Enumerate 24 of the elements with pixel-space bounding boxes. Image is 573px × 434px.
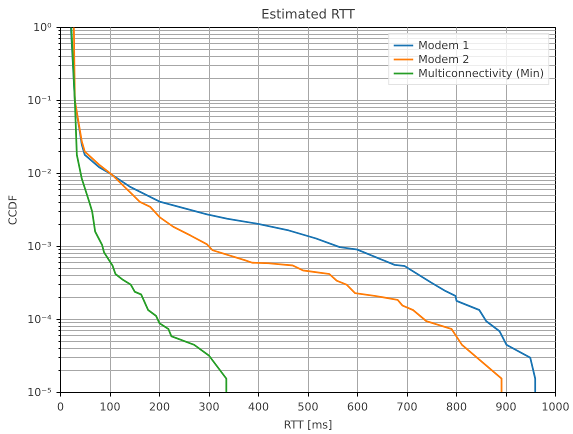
x-tick-label: 700 xyxy=(396,400,418,414)
x-tick-label: 300 xyxy=(198,400,220,414)
x-tick-label: 100 xyxy=(100,400,120,414)
x-tick-label: 200 xyxy=(149,400,170,414)
x-tick-label: 1000 xyxy=(542,400,570,414)
y-tick-label: 10⁻⁴ xyxy=(27,313,52,326)
y-axis-title: CCDF xyxy=(6,194,20,226)
x-tick-label: 400 xyxy=(248,400,269,414)
legend-label: Multiconnectivity (Min) xyxy=(418,66,544,80)
x-axis-title: RTT [ms] xyxy=(284,418,332,432)
x-tick-label: 600 xyxy=(347,400,368,414)
chart-title: Estimated RTT xyxy=(261,8,355,22)
y-tick-label: 10⁻⁵ xyxy=(27,386,52,399)
y-tick-label: 10⁻¹ xyxy=(27,94,52,107)
x-tick-label: 500 xyxy=(298,400,318,414)
legend-label: Modem 1 xyxy=(418,38,470,52)
y-tick-label: 10⁰ xyxy=(33,21,52,34)
y-tick-label: 10⁻² xyxy=(27,167,52,180)
x-tick-label: 800 xyxy=(446,400,467,414)
line-series xyxy=(70,28,228,392)
y-tick-label: 10⁻³ xyxy=(27,240,52,253)
x-tick-label: 0 xyxy=(57,400,64,414)
x-tick-label: 900 xyxy=(496,400,516,414)
legend-label: Modem 2 xyxy=(418,52,470,66)
